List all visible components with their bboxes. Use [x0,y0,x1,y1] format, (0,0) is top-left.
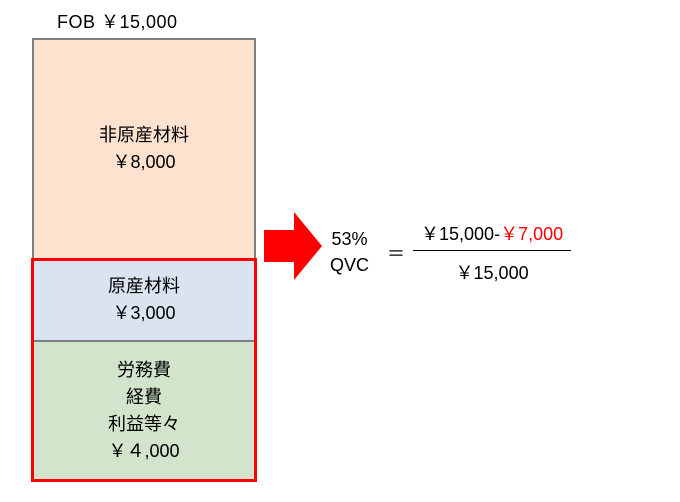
cost-stack: 非原産材料 ￥8,000 原産材料 ￥3,000 労務費 経費 利益等々 ￥４,… [32,38,256,482]
arrow-icon [264,212,322,280]
fob-title: FOB ￥15,000 [57,8,178,34]
numerator-black: ￥15,000- [421,224,500,244]
numerator-red: ￥7,000 [500,224,563,244]
formula-lhs: 53% QVC [330,227,369,277]
formula-percent: 53% [330,227,369,252]
block-top-label: 非原産材料 [99,122,189,149]
formula-fraction: ￥15,000-￥7,000 ￥15,000 [413,218,571,287]
qvc-formula: 53% QVC ＝ ￥15,000-￥7,000 ￥15,000 [330,218,571,287]
block-mid-label: 原産材料 [108,273,180,300]
block-mid-value: ￥3,000 [112,300,175,327]
block-bot-line2: 経費 [126,384,162,411]
block-labor-cost-profit: 労務費 経費 利益等々 ￥４,000 [33,341,255,481]
block-bot-line3: 利益等々 [108,411,180,438]
formula-denominator: ￥15,000 [448,251,537,287]
block-bot-value: ￥４,000 [108,438,179,465]
formula-numerator: ￥15,000-￥7,000 [413,218,571,250]
block-originating: 原産材料 ￥3,000 [33,259,255,341]
block-non-originating: 非原産材料 ￥8,000 [33,39,255,259]
block-bot-line1: 労務費 [117,357,171,384]
formula-label: QVC [330,253,369,278]
block-top-value: ￥8,000 [112,149,175,176]
arrow-shape [264,212,322,280]
formula-equals: ＝ [387,240,405,266]
